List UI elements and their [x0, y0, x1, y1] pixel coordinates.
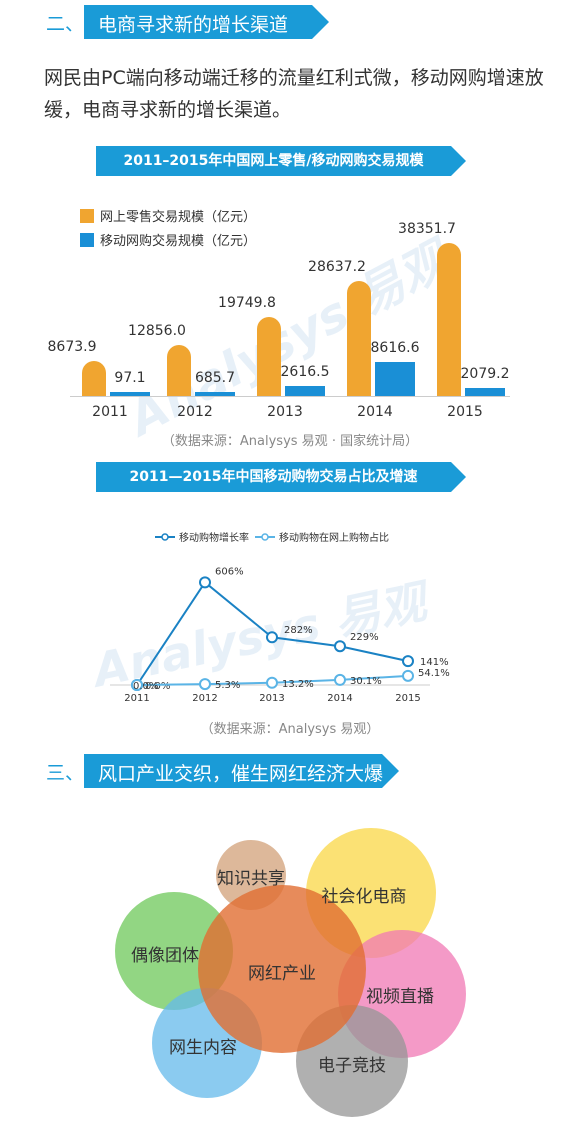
data-label: 5.3%: [215, 680, 240, 691]
bar-mobile-shopping: [465, 387, 505, 396]
chart1-source: （数据来源：Analysys 易观 · 国家统计局）: [161, 434, 419, 449]
bar-value-label: 19749.8: [218, 295, 276, 311]
bar-value-label: 28637.2: [308, 259, 366, 276]
data-label: 606%: [215, 566, 244, 577]
section3-header-bg: [44, 754, 399, 788]
data-point: [199, 678, 211, 691]
bar-mobile-shopping: [375, 361, 415, 396]
chart1-banner-bg: [96, 146, 466, 176]
bubble-label: 知识共享: [217, 869, 285, 889]
x-axis-label: 2012: [177, 404, 213, 420]
bar-value-label: 8673.9: [47, 339, 97, 356]
bar-online-retail: [257, 317, 281, 396]
bar-value-label: 8616.6: [370, 339, 420, 356]
section2-number: 二、: [46, 13, 85, 35]
bubble-center: [198, 885, 366, 1053]
x-axis-label: 2013: [259, 693, 284, 704]
chart1-banner-wrap: 2011–2015年中国网上零售/移动网购交易规模: [96, 146, 466, 176]
bubble-center-label: 网红产业: [248, 964, 316, 984]
data-point: [402, 655, 414, 668]
bar-online-retail: [82, 361, 106, 396]
bubble-label: 电子竞技: [318, 1056, 386, 1076]
data-label: 282%: [284, 625, 313, 636]
bar-value-label: 2616.5: [280, 363, 330, 380]
x-axis-label: 2011: [124, 693, 149, 704]
section2-header-bg: [44, 5, 329, 39]
legend-swatch-online: [80, 208, 94, 223]
section3-title: 风口产业交织，催生网红经济大爆发: [98, 763, 384, 812]
section3-number: 三、: [46, 762, 85, 784]
chart2-banner: 2011—2015年中国移动购物交易占比及增速: [129, 469, 418, 485]
section2-header: 二、 电商寻求新的增长渠道: [44, 5, 329, 39]
section2-title: 电商寻求新的增长渠道: [98, 14, 289, 36]
legend-label-mobile: 移动网购交易规模（亿元）: [100, 234, 257, 249]
data-point: [266, 631, 278, 644]
data-label: 141%: [420, 657, 449, 668]
bar-mobile-shopping: [285, 385, 325, 396]
chart1-legend-online: 网上零售交易规模（亿元）: [80, 206, 256, 225]
chart2-banner-bg: [96, 462, 466, 492]
x-axis-label: 2013: [267, 404, 303, 420]
x-axis-label: 2014: [357, 404, 393, 420]
bar-mobile-shopping: [195, 392, 235, 396]
industry-bubble-diagram: 知识共享社会化电商偶像团体视频直播网生内容电子竞技 网红产业: [0, 800, 580, 1137]
data-point: [131, 679, 143, 691]
data-point: [199, 576, 211, 589]
bar-online-retail: [347, 281, 371, 396]
data-label: 54.1%: [418, 668, 450, 679]
chart1-axis-line: [70, 396, 510, 397]
bubble-label: 偶像团体: [131, 946, 199, 966]
chart2-banner-wrap: 2011—2015年中国移动购物交易占比及增速: [96, 462, 466, 492]
data-point: [334, 673, 346, 686]
legend-label: 移动购物增长率: [179, 531, 249, 544]
legend-label: 移动购物在网上购物占比: [279, 531, 389, 544]
data-point: [266, 676, 278, 689]
data-label: 13.2%: [282, 679, 314, 690]
x-axis-label: 2011: [92, 404, 128, 420]
bar-value-label: 2079.2: [460, 365, 510, 382]
section3-header: 三、 风口产业交织，催生网红经济大爆发: [44, 754, 399, 812]
bar-value-label: 97.1: [114, 370, 146, 386]
x-axis-label: 2015: [395, 693, 420, 704]
bubble-label: 视频直播: [366, 987, 434, 1007]
bar-value-label: 38351.7: [398, 220, 456, 237]
bubble-label: 社会化电商: [321, 887, 407, 907]
data-point: [402, 669, 414, 682]
bar-value-label: 12856.0: [128, 322, 186, 339]
chart1-banner: 2011–2015年中国网上零售/移动网购交易规模: [123, 153, 424, 169]
chart2-plot: 移动购物增长率 移动购物在网上购物占比 0.0% 606% 282% 229% 141% 0.…: [110, 531, 450, 704]
legend-swatch-mobile: [80, 232, 94, 247]
bar-mobile-shopping: [110, 392, 150, 396]
x-axis-label: 2012: [192, 693, 217, 704]
legend-label-online: 网上零售交易规模（亿元）: [100, 210, 257, 225]
chart2-source: （数据来源：Analysys 易观）: [200, 722, 380, 737]
x-axis-label: 2014: [327, 693, 352, 704]
legend-marker: [161, 533, 169, 541]
data-label: 30.1%: [350, 676, 382, 687]
bar-value-label: 685.7: [194, 370, 236, 386]
bar-online-retail: [437, 242, 461, 396]
data-label: 0.0%: [145, 681, 170, 692]
data-point: [334, 640, 346, 653]
chart1-plot: 8673.9 97.1 2011 12856.0 685.7 2012 19749.8 261…: [0, 0, 580, 440]
data-label: 0.0%: [133, 681, 158, 692]
intro-paragraph: 网民由PC端向移动端迁移的流量红利式微，移动网购增速放缓，电商寻求新的增长渠道。: [44, 67, 544, 121]
bar-online-retail: [167, 344, 191, 396]
bubble-label: 网生内容: [169, 1038, 237, 1058]
chart1-legend-mobile: 移动网购交易规模（亿元）: [80, 230, 256, 249]
legend-marker: [261, 533, 269, 541]
data-label: 229%: [350, 632, 379, 643]
x-axis-label: 2015: [447, 404, 483, 420]
